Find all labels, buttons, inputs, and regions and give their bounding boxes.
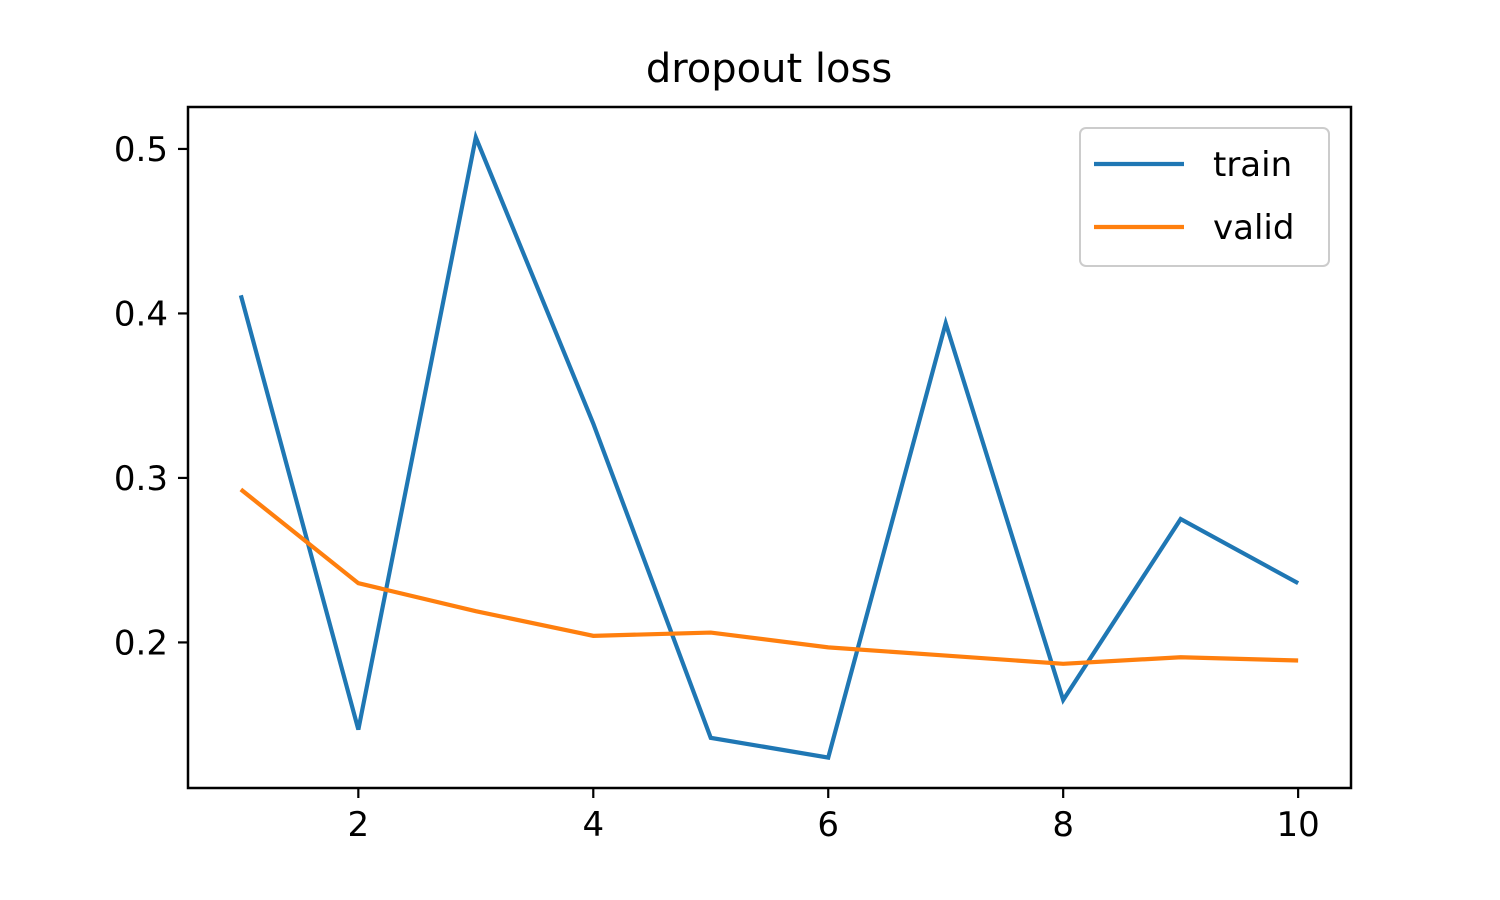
series-layer (238, 130, 1300, 760)
series-line-train (238, 130, 1300, 760)
legend-label-train: train (1213, 145, 1292, 185)
plot-area-frame (186, 105, 1353, 790)
y-tick-label: 0.4 (114, 294, 168, 334)
axis-layer: 2 4 6 8 10 0.2 0.3 0.4 0.5 (114, 130, 1320, 845)
chart-title: dropout loss (646, 46, 892, 92)
y-tick-label: 0.5 (114, 130, 168, 170)
legend: train valid (1079, 127, 1330, 267)
x-tick-label: 6 (817, 805, 839, 845)
x-tick-label: 8 (1052, 805, 1074, 845)
x-tick-label: 4 (582, 805, 604, 845)
x-tick-label: 10 (1277, 805, 1320, 845)
y-tick-label: 0.3 (114, 459, 168, 499)
series-line-valid (239, 487, 1299, 666)
x-tick-label: 2 (348, 805, 370, 845)
y-tick-label: 0.2 (114, 623, 168, 663)
legend-label-valid: valid (1213, 208, 1294, 248)
